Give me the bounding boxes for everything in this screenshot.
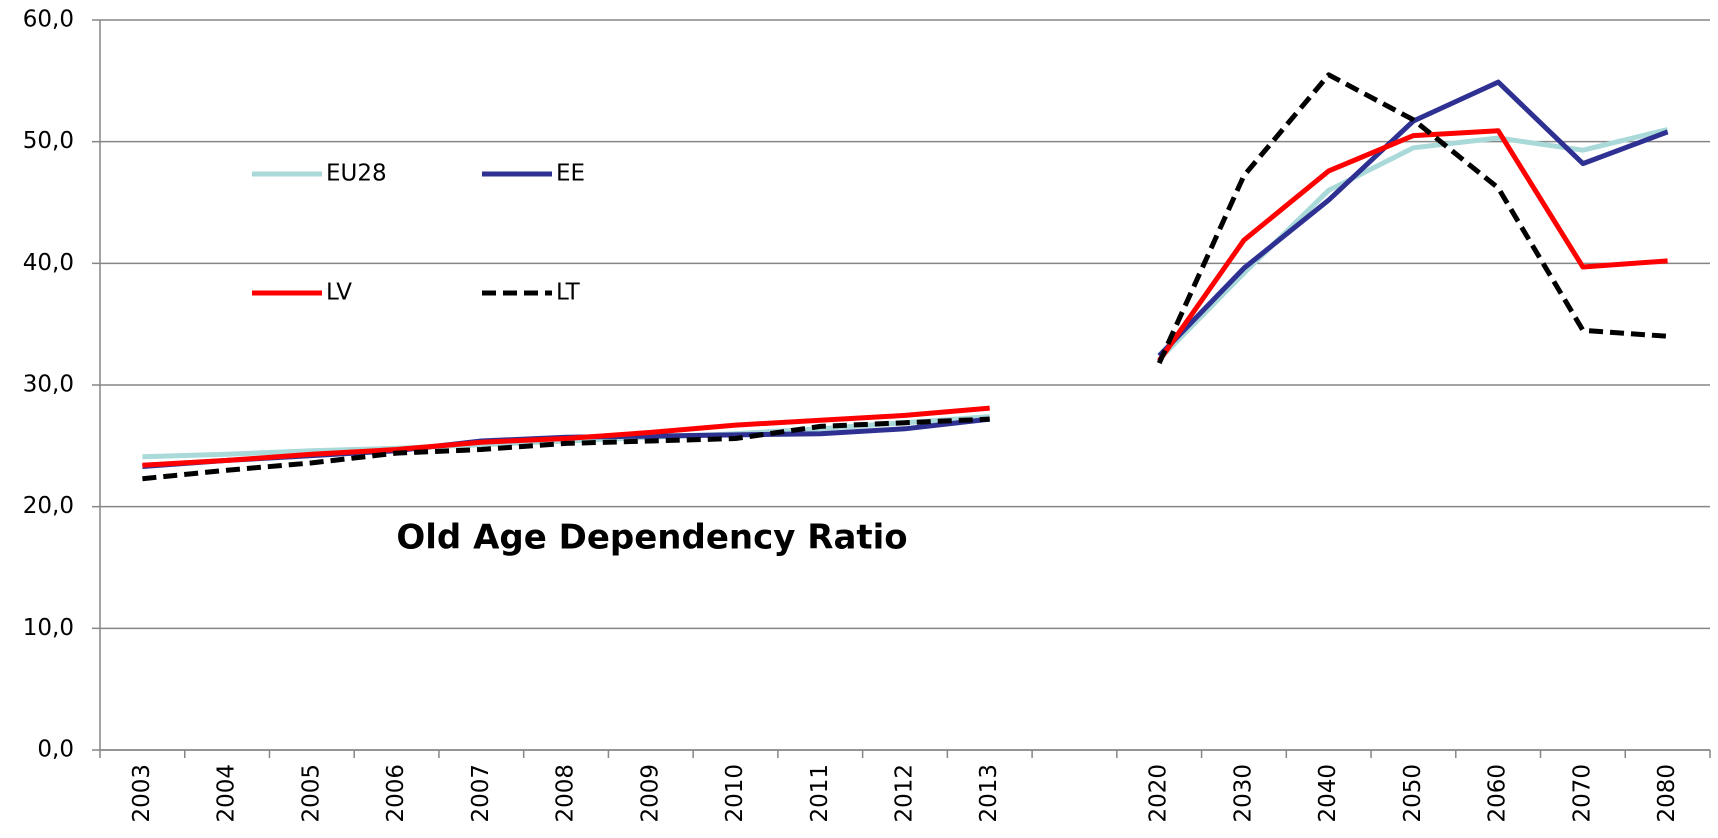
x-tick-label: 2009 <box>637 764 663 823</box>
x-tick-label: 2013 <box>976 764 1002 823</box>
legend-label: EU28 <box>326 161 387 187</box>
y-tick-label: 10,0 <box>23 615 74 641</box>
y-tick-label: 50,0 <box>23 128 74 154</box>
x-tick-label: 2070 <box>1569 764 1595 823</box>
x-tick-label: 2004 <box>214 764 240 823</box>
x-tick-label: 2006 <box>383 764 409 823</box>
x-tick-label: 2020 <box>1146 764 1172 823</box>
legend-label: LT <box>556 280 581 306</box>
y-tick-label: 40,0 <box>23 250 74 276</box>
y-tick-label: 20,0 <box>23 493 74 519</box>
x-tick-label: 2008 <box>553 764 579 823</box>
x-tick-label: 2005 <box>298 764 324 823</box>
x-tick-label: 2011 <box>807 764 833 823</box>
y-tick-label: 60,0 <box>23 7 74 33</box>
y-tick-label: 30,0 <box>23 372 74 398</box>
x-tick-label: 2010 <box>722 764 748 823</box>
x-tick-label: 2007 <box>468 764 494 823</box>
x-tick-label: 2060 <box>1485 764 1511 823</box>
x-tick-label: 2030 <box>1230 764 1256 823</box>
x-tick-label: 2050 <box>1400 764 1426 823</box>
y-tick-label: 0,0 <box>37 737 74 763</box>
x-tick-label: 2040 <box>1315 764 1341 823</box>
x-tick-label: 2080 <box>1654 764 1680 823</box>
legend-label: LV <box>326 280 352 306</box>
legend-label: EE <box>556 161 585 187</box>
series-line <box>142 128 1668 468</box>
series-line <box>142 72 1668 482</box>
chart-title: Old Age Dependency Ratio <box>396 518 907 558</box>
x-tick-label: 2012 <box>892 764 918 823</box>
x-tick-label: 2003 <box>129 764 155 823</box>
